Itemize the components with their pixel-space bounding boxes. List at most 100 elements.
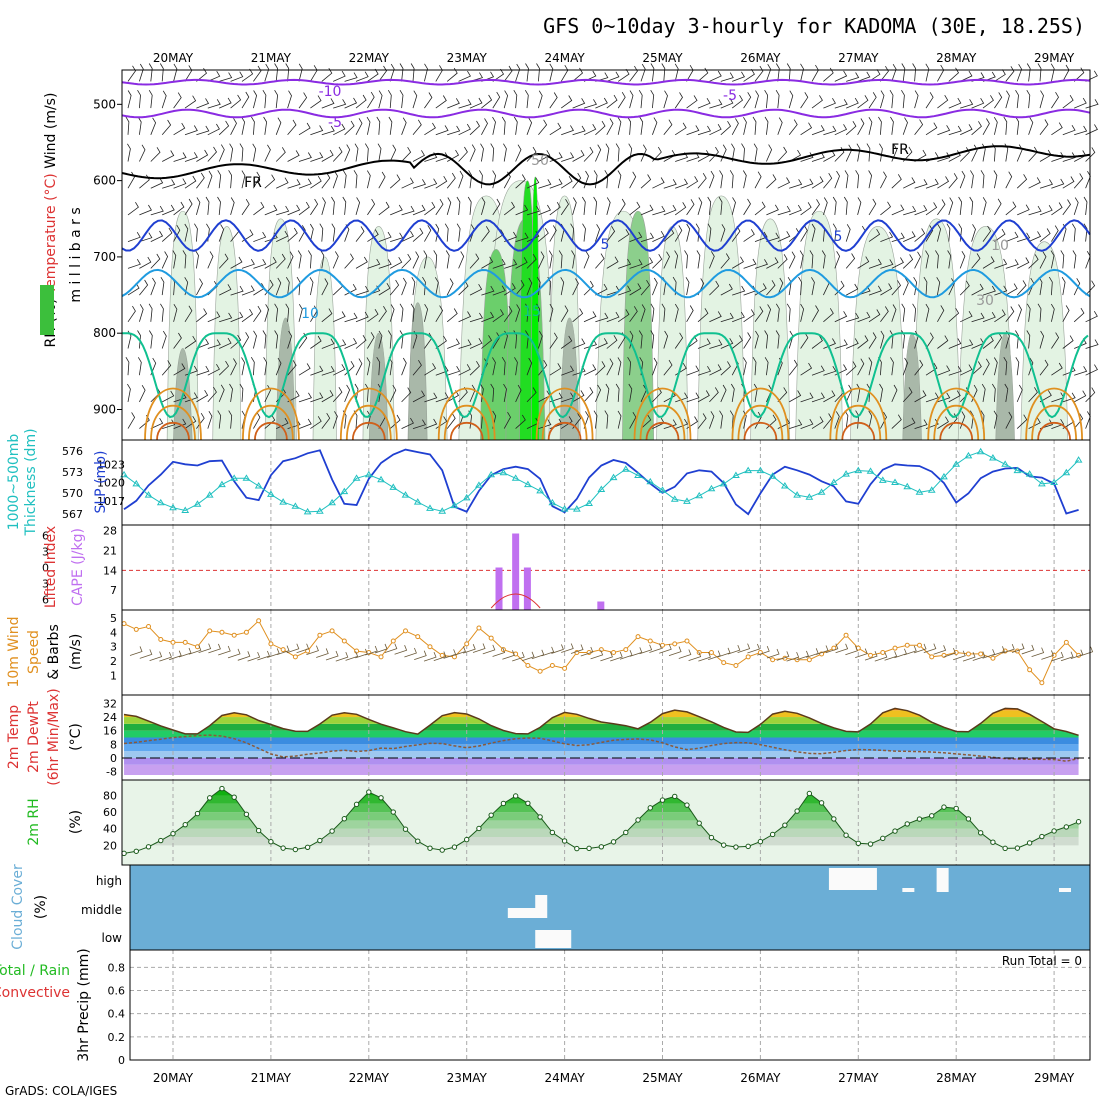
wind-barb [481, 285, 495, 296]
wind-barb [971, 312, 985, 323]
cape-label: CAPE (J/kg) [70, 528, 86, 606]
wind-barb [640, 304, 646, 322]
wind-barb [184, 223, 189, 242]
wind-barb [766, 304, 772, 322]
wind-barb [262, 330, 267, 349]
temp-contour-warm [835, 404, 882, 441]
wind-barb [891, 204, 905, 216]
wind-barb [435, 392, 449, 403]
thickness-marker [181, 506, 190, 513]
temp-contour-warm [731, 387, 790, 441]
wind-barb [1073, 197, 1079, 216]
x-tick-label-top: 28MAY [936, 51, 977, 65]
rh-marker [965, 816, 972, 822]
wind-barb [207, 363, 220, 376]
wind-barb [937, 152, 951, 162]
wind-barb [993, 410, 998, 429]
wind-barb [399, 303, 404, 322]
wind-barb [1074, 97, 1087, 109]
wind-barb [139, 256, 152, 269]
wind-barb [1062, 176, 1075, 189]
wind-barb [412, 390, 426, 403]
thickness-marker [719, 479, 728, 487]
rh-unit: (%) [68, 810, 84, 834]
wind-barb [1060, 250, 1065, 269]
thickness-marker [842, 470, 850, 477]
thickness-marker [242, 474, 251, 481]
wind-barb [855, 170, 860, 189]
wind-barb [285, 276, 290, 296]
rh-marker [904, 821, 910, 827]
wind-barb [173, 152, 187, 162]
wind-speed-marker [904, 642, 910, 648]
wind-barb [490, 143, 495, 162]
wind-speed-marker [843, 632, 849, 638]
wind-barb [1051, 418, 1065, 429]
temp-contour-warm [743, 422, 778, 441]
wind-barb [937, 223, 942, 242]
wind-barb [846, 97, 859, 109]
wind-barb [903, 205, 917, 216]
wind-speed-marker [684, 638, 690, 644]
wind-barb [627, 356, 632, 376]
wind-barb [937, 392, 951, 403]
wind-barb [823, 150, 836, 162]
wind-barb [469, 283, 483, 296]
wind-barb [834, 339, 848, 349]
wind-barb-10m [884, 651, 898, 661]
wind-barb [593, 410, 598, 429]
wind-barb [732, 285, 746, 296]
temp-band [124, 751, 1079, 758]
wind-barb [994, 285, 1008, 296]
thickness-marker [548, 498, 557, 506]
wind-barb [139, 304, 144, 322]
wind-barb [606, 71, 620, 82]
wind-barb [1073, 413, 1084, 429]
wind-barb [162, 179, 176, 189]
wind-barb [560, 335, 573, 349]
wind-barb [401, 357, 407, 376]
wind-barb [663, 251, 670, 269]
wind-barb [538, 119, 548, 136]
wind-barb [777, 146, 788, 162]
wind-barb [868, 285, 882, 296]
wind-barb [310, 416, 322, 429]
wind-barb [982, 358, 990, 376]
wind-barb [834, 99, 848, 109]
wind-barb [1039, 90, 1044, 109]
wind-barb [492, 357, 496, 376]
wind-barb [731, 94, 744, 109]
temp-contour-10 [121, 268, 1091, 299]
li-tick-label: 3 [42, 545, 49, 558]
wind-barb [184, 392, 198, 403]
wind-barb [310, 152, 324, 162]
wind-barb [526, 387, 537, 403]
thickness-marker [511, 474, 520, 481]
wind-barb-10m [316, 648, 329, 658]
wind-barb [1085, 387, 1096, 403]
wind-barb [1073, 278, 1081, 296]
wind-barb [310, 365, 324, 376]
wind-speed-marker [660, 642, 665, 648]
wind-barb-10m [688, 651, 702, 662]
wind-barb [435, 125, 449, 136]
wind-barb [834, 251, 841, 269]
wind-barb [333, 364, 346, 376]
precip-label-conv: Convective [0, 985, 70, 1001]
wind-barb [353, 170, 358, 189]
wind-speed-marker [537, 668, 543, 674]
li-tick-label: 3 [42, 578, 49, 591]
wind-barb [857, 311, 871, 323]
wind-barb [720, 72, 734, 82]
wind-barb [811, 365, 825, 376]
wind-barb [800, 225, 808, 242]
wind-barb [241, 258, 255, 269]
wind-barb [127, 231, 141, 242]
wind-barb [445, 250, 450, 269]
wind-barb [207, 123, 220, 136]
wind-barb [332, 251, 339, 269]
wind-barb [1016, 384, 1023, 403]
wind-speed-marker [708, 650, 714, 655]
wind-barb [709, 123, 722, 136]
wind-speed-marker [647, 638, 653, 644]
